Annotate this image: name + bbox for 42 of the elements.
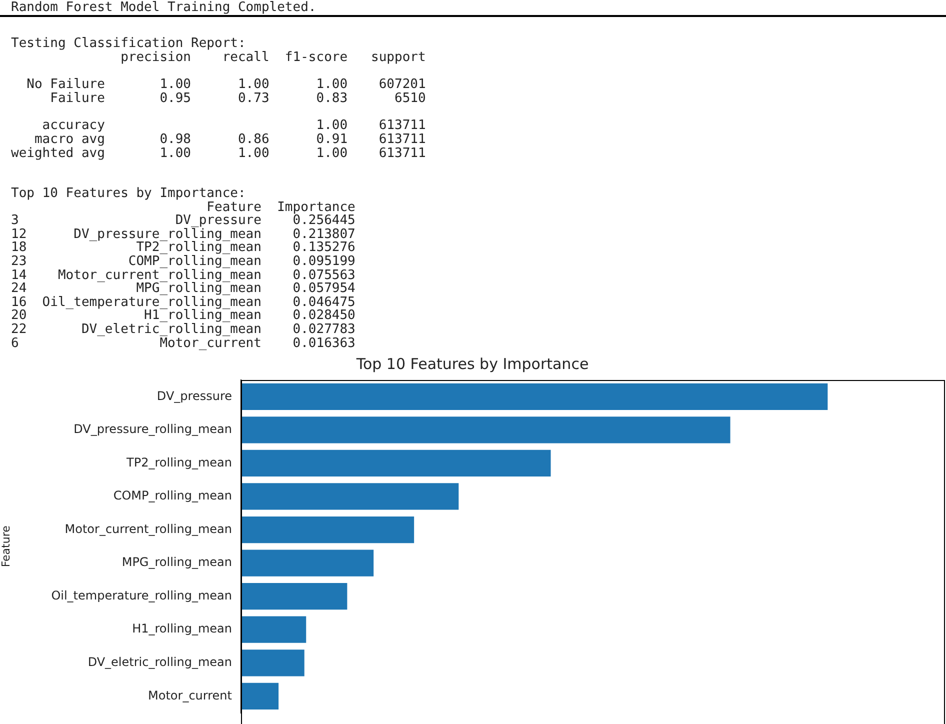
- text: No Failure 1.00 1.00 1.00 607201: [26, 77, 426, 92]
- text: Random Forest Model Training Completed.: [11, 0, 316, 15]
- bar: [241, 650, 304, 676]
- bar: [241, 583, 348, 610]
- y-tick-label: Motor_current_rolling_mean: [64, 522, 232, 536]
- text: 23 COMP_rolling_mean 0.095199: [11, 254, 356, 269]
- bar: [241, 550, 374, 576]
- y-axis-title: Feature: [0, 525, 12, 568]
- text: 6 Motor_current 0.016363: [11, 336, 356, 351]
- bar: [241, 616, 306, 643]
- text: 20 H1_rolling_mean 0.028450: [11, 308, 356, 324]
- text: 24 MPG_rolling_mean 0.057954: [11, 281, 356, 296]
- text: 14 Motor_current_rolling_mean 0.075563: [11, 268, 356, 283]
- y-tick-label: DV_pressure: [156, 388, 232, 403]
- text: macro avg 0.98 0.86 0.91 613711: [33, 132, 426, 147]
- bar: [241, 383, 828, 410]
- y-tick-label: MPG_rolling_mean: [122, 555, 232, 570]
- text: weighted avg 1.00 1.00 1.00 613711: [11, 146, 426, 161]
- text: Feature Importance: [206, 200, 356, 215]
- text: Testing Classification Report:: [11, 36, 246, 51]
- y-tick-label: Oil_temperature_rolling_mean: [51, 588, 232, 602]
- text: 18 TP2_rolling_mean 0.135276: [11, 240, 356, 256]
- text: Failure 0.95 0.73 0.83 6510: [49, 91, 426, 106]
- y-tick-label: H1_rolling_mean: [132, 622, 232, 636]
- y-tick-label: COMP_rolling_mean: [113, 488, 232, 503]
- text: 16 Oil_temperature_rolling_mean 0.046475: [11, 294, 356, 310]
- bar: [241, 450, 551, 477]
- y-tick-label: DV_pressure_rolling_mean: [74, 422, 232, 436]
- text: Top 10 Features by Importance:: [11, 186, 246, 201]
- chart-title: Top 10 Features by Importance: [355, 354, 589, 373]
- bar: [241, 483, 459, 510]
- text: 12 DV_pressure_rolling_mean 0.213807: [11, 226, 356, 242]
- bar: [241, 516, 414, 544]
- bar: [241, 682, 279, 710]
- bar: [241, 416, 730, 444]
- text: 3 DV_pressure 0.256445: [11, 213, 356, 228]
- text: precision recall f1-score support: [120, 50, 426, 65]
- y-tick-label: DV_eletric_rolling_mean: [88, 655, 232, 670]
- text: accuracy 1.00 613711: [41, 118, 426, 133]
- y-tick-label: Motor_current: [148, 688, 232, 702]
- text: 22 DV_eletric_rolling_mean 0.027783: [11, 322, 356, 337]
- y-tick-label: TP2_rolling_mean: [126, 455, 232, 470]
